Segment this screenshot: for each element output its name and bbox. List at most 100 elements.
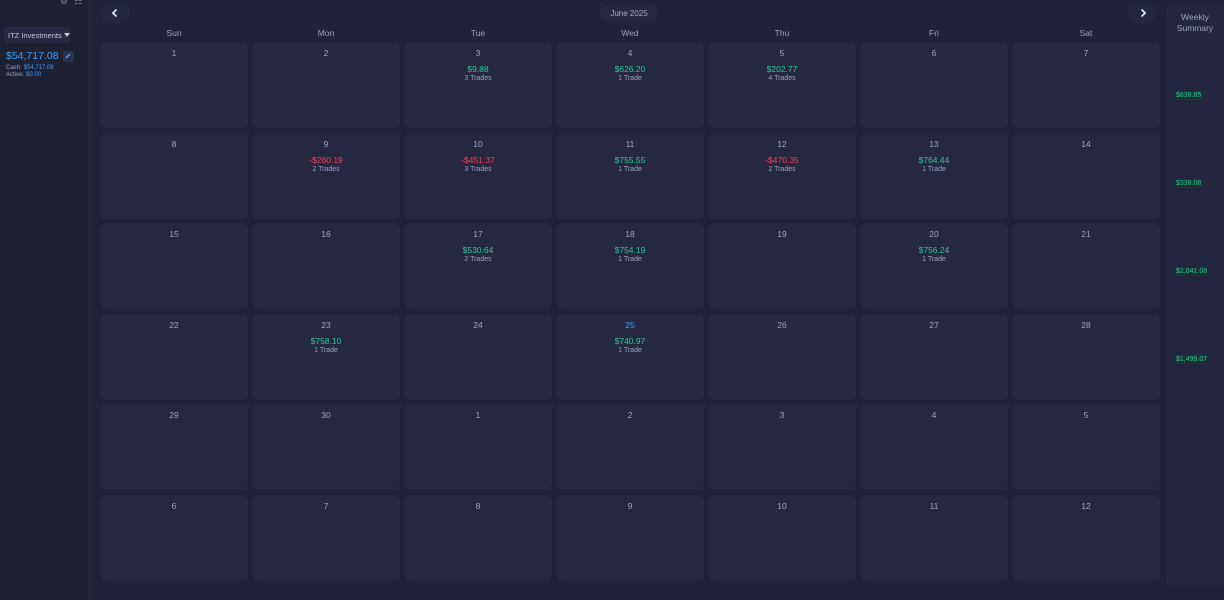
calendar-day-cell[interactable]: 8 [100,133,248,219]
day-number: 5 [779,48,785,58]
calendar-day-cell[interactable]: 5 $202.77 4 Trades [708,42,856,128]
trade-count: 4 Trades [768,75,796,82]
calendar-day-cell[interactable]: 30 [252,404,400,490]
day-number: 11 [625,139,635,149]
day-number: 22 [169,320,179,330]
weekday-sun: Sun [166,28,182,38]
calendar-day-cell[interactable]: 13 $764.44 1 Trade [860,133,1008,219]
day-number: 19 [777,229,787,239]
day-number: 4 [931,410,937,420]
calendar-day-cell[interactable]: 1 [404,404,552,490]
calendar-day-cell[interactable]: 9 -$260.19 2 Trades [252,133,400,219]
daily-pnl: -$451.37 [461,155,495,165]
sidebar-top-icons: ⚙ ☷ [60,0,82,7]
day-number: 8 [475,501,481,511]
weekday-wed: Wed [621,28,639,38]
active-label: Active: [6,72,25,78]
calendar-day-cell[interactable]: 6 [100,495,248,581]
day-number: 20 [929,229,939,239]
month-title: June 2025 [600,5,658,21]
trade-count: 3 Trades [464,75,492,82]
account-selector[interactable]: ITZ Investments [4,27,70,43]
day-number: 16 [321,229,331,239]
calendar-day-cell[interactable]: 9 [556,495,704,581]
cash-line: Cash: $54,717.08 [6,65,54,71]
calendar-day-cell[interactable]: 2 [556,404,704,490]
calendar-day-cell[interactable]: 22 [100,314,248,400]
day-number: 1 [171,48,177,58]
trade-count: 2 Trades [312,166,340,173]
calendar-day-cell[interactable]: 25 $740.97 1 Trade [556,314,704,400]
day-number: 10 [777,501,787,511]
calendar-day-cell[interactable]: 8 [404,495,552,581]
calendar-day-cell[interactable]: 16 [252,223,400,309]
calendar-day-cell[interactable]: 6 [860,42,1008,128]
daily-pnl: $9.88 [467,64,489,74]
day-number: 4 [627,48,633,58]
calendar-day-cell[interactable]: 19 [708,223,856,309]
calendar-day-cell[interactable]: 24 [404,314,552,400]
gear-icon[interactable]: ⚙ [60,0,69,6]
calendar-day-cell[interactable]: 28 [1012,314,1160,400]
calendar-day-cell[interactable]: 3 [708,404,856,490]
calendar-day-cell[interactable]: 4 $626.20 1 Trade [556,42,704,128]
calendar-day-cell[interactable]: 3 $9.88 3 Trades [404,42,552,128]
day-number: 14 [1081,139,1091,149]
weekly-title-line2: Summary [1176,23,1214,33]
calendar-day-cell[interactable]: 4 [860,404,1008,490]
calendar-day-cell[interactable]: 1 [100,42,248,128]
calendar-day-cell[interactable]: 20 $756.24 1 Trade [860,223,1008,309]
day-number: 1 [475,410,481,420]
calendar-day-cell[interactable]: 11 [860,495,1008,581]
calendar-day-cell[interactable]: 14 [1012,133,1160,219]
weekly-title-line1: Weekly [1181,12,1209,22]
trade-count: 1 Trade [618,166,642,173]
edit-balance-button[interactable] [62,50,74,62]
calendar-day-cell[interactable]: 10 [708,495,856,581]
active-value: $0.00 [26,72,42,78]
calendar-day-cell[interactable]: 12 [1012,495,1160,581]
daily-pnl: -$260.19 [309,155,343,165]
chevron-down-icon [63,33,70,37]
weekly-total: $2,041.08 [1174,267,1210,276]
calendar-day-cell[interactable]: 7 [252,495,400,581]
calendar-day-cell[interactable]: 11 $755.55 1 Trade [556,133,704,219]
day-number: 15 [169,229,179,239]
day-number: 12 [1081,501,1091,511]
day-number: 7 [1083,48,1089,58]
day-number: 9 [323,139,329,149]
calendar-day-cell[interactable]: 29 [100,404,248,490]
day-number: 2 [627,410,633,420]
columns-icon[interactable]: ☷ [74,0,83,6]
day-number-today: 25 [625,320,635,330]
calendar-day-cell[interactable]: 23 $758.10 1 Trade [252,314,400,400]
day-number: 7 [323,501,329,511]
day-number: 2 [323,48,329,58]
day-number: 3 [779,410,785,420]
calendar-day-cell[interactable]: 2 [252,42,400,128]
day-number: 21 [1081,229,1091,239]
chevron-right-icon [1140,8,1147,18]
calendar-day-cell[interactable]: 5 [1012,404,1160,490]
day-number: 28 [1081,320,1091,330]
calendar-day-cell[interactable]: 26 [708,314,856,400]
daily-pnl: $754.19 [614,245,646,255]
next-month-button[interactable] [1128,3,1158,23]
day-number: 24 [473,320,483,330]
prev-month-button[interactable] [100,3,130,23]
calendar-day-cell[interactable]: 12 -$470.35 2 Trades [708,133,856,219]
calendar-day-cell[interactable]: 15 [100,223,248,309]
calendar-day-cell[interactable]: 10 -$451.37 3 Trades [404,133,552,219]
trade-count: 1 Trade [618,347,642,354]
balance-row: $54,717.08 [6,50,74,62]
weekly-summary-title: Weekly Summary [1166,12,1224,34]
day-number: 10 [473,139,483,149]
weekly-total: $338.08 [1174,179,1204,188]
calendar-day-cell[interactable]: 7 [1012,42,1160,128]
day-number: 5 [1083,410,1089,420]
calendar-day-cell[interactable]: 17 $530.64 2 Trades [404,223,552,309]
daily-pnl: $764.44 [918,155,950,165]
calendar-day-cell[interactable]: 18 $754.19 1 Trade [556,223,704,309]
calendar-day-cell[interactable]: 21 [1012,223,1160,309]
calendar-day-cell[interactable]: 27 [860,314,1008,400]
